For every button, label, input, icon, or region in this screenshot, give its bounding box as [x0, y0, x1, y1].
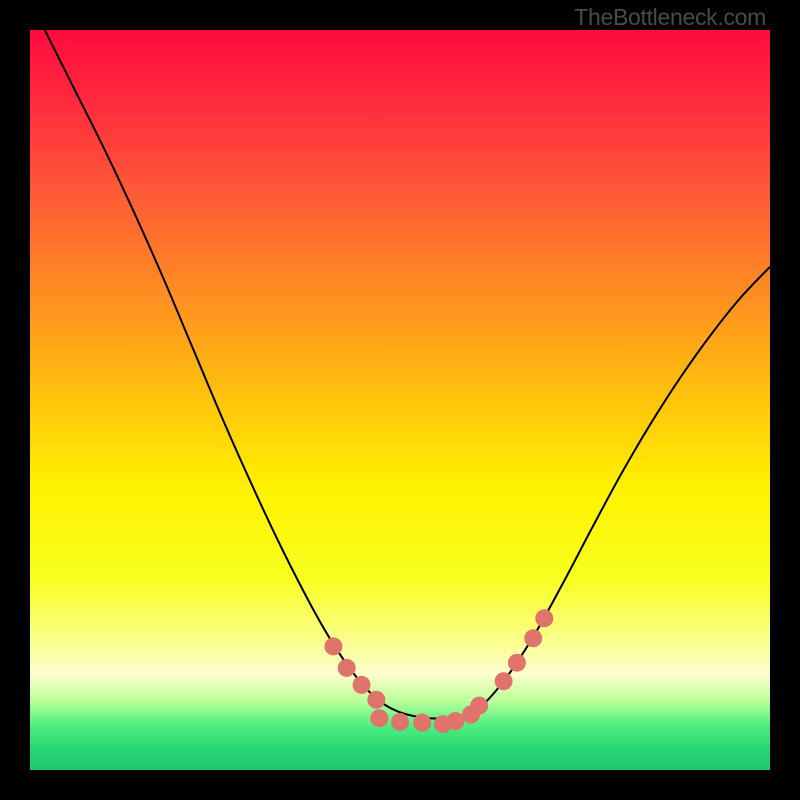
curve-marker [495, 672, 513, 690]
curve-marker [413, 714, 431, 732]
curve-marker [508, 654, 526, 672]
curve-marker [524, 629, 542, 647]
curve-marker [470, 697, 488, 715]
frame-left [0, 0, 30, 800]
curve-marker [324, 637, 342, 655]
curve-marker [535, 609, 553, 627]
watermark-text: TheBottleneck.com [574, 4, 766, 31]
curve-marker [367, 691, 385, 709]
bottleneck-curve [45, 30, 770, 718]
curve-markers [324, 609, 553, 733]
curve-marker [338, 659, 356, 677]
frame-right [770, 0, 800, 800]
curve-marker [353, 676, 371, 694]
frame-bottom [0, 770, 800, 800]
curve-marker [447, 712, 465, 730]
curve-marker [391, 713, 409, 731]
curve-layer [30, 30, 770, 770]
curve-marker [370, 709, 388, 727]
